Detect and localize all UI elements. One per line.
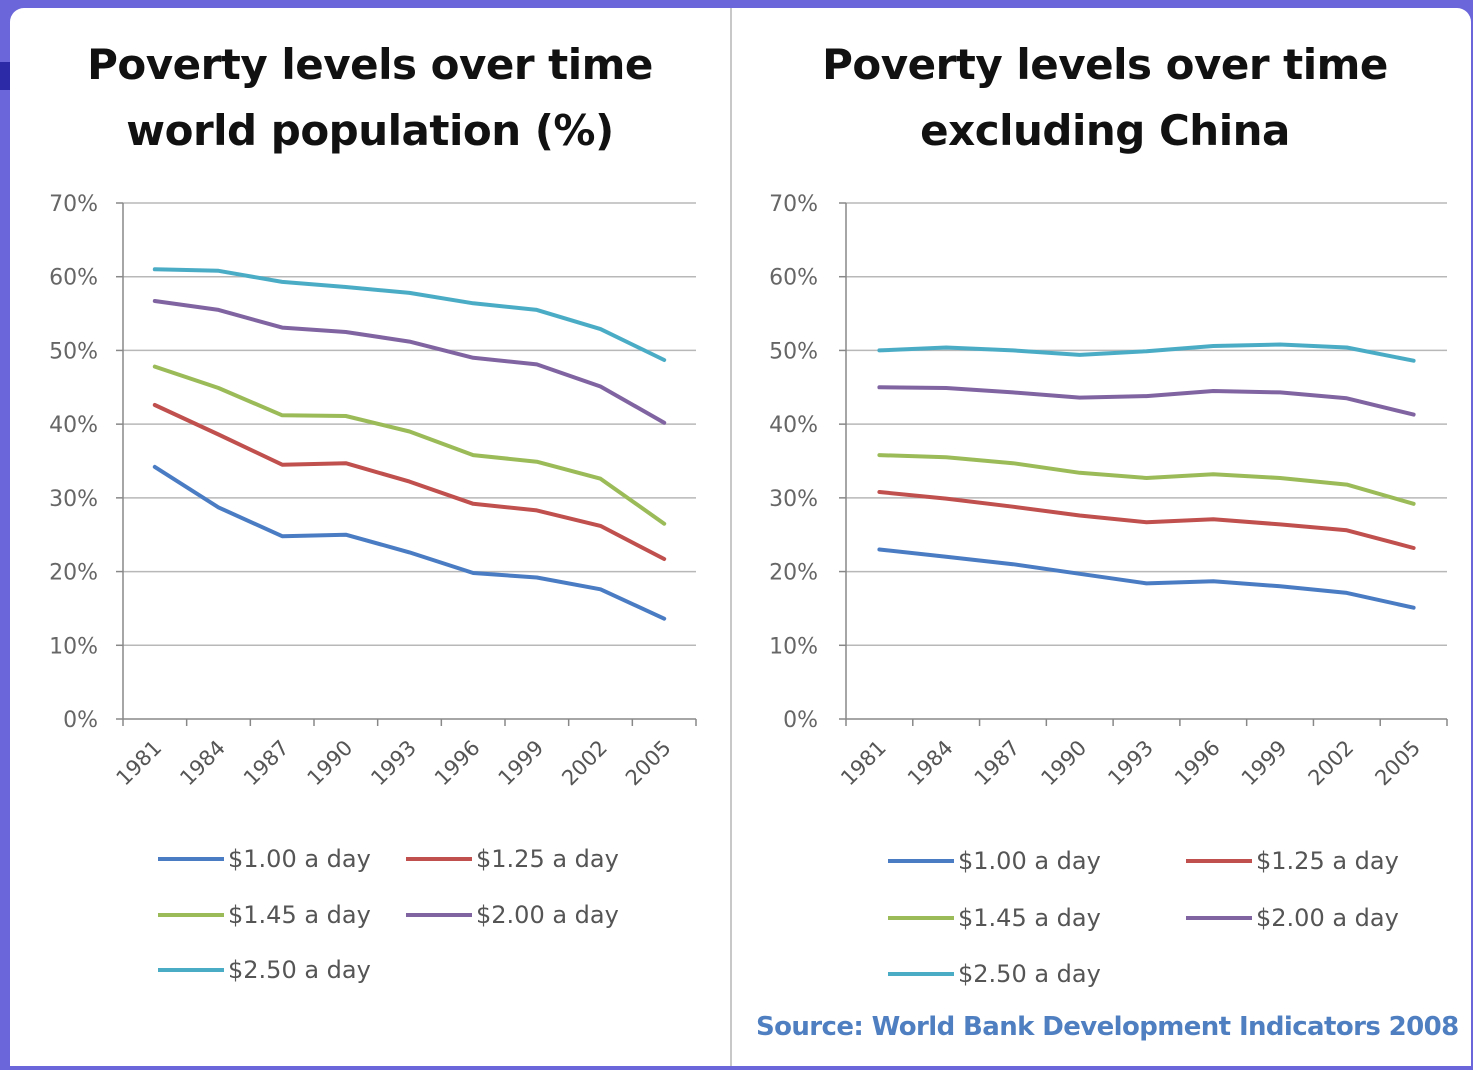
legend-label-world-4: $2.50 a day xyxy=(228,956,371,984)
y-tick-label-world-4: 40% xyxy=(49,413,98,438)
legend-item-world-0: $1.00 a day xyxy=(158,845,371,873)
legend-label-world-1: $1.25 a day xyxy=(476,845,619,873)
legend-swatch-world-2 xyxy=(158,913,224,917)
legend-swatch-excl-2 xyxy=(888,916,954,920)
x-tick-label-excl-2002: 2002 xyxy=(1304,736,1359,791)
x-tick-label-world-1981: 1981 xyxy=(112,736,167,791)
y-tick-label-excl-1: 10% xyxy=(769,634,818,659)
legend-label-excl-4: $2.50 a day xyxy=(958,960,1101,988)
legend-swatch-excl-3 xyxy=(1186,916,1252,920)
legend-label-world-3: $2.00 a day xyxy=(476,901,619,929)
legend-swatch-world-3 xyxy=(406,913,472,917)
y-tick-label-excl-4: 40% xyxy=(769,413,818,438)
x-tick-label-excl-1984: 1984 xyxy=(903,736,958,791)
legend-label-excl-2: $1.45 a day xyxy=(958,904,1101,932)
x-tick-label-world-1984: 1984 xyxy=(175,736,230,791)
legend-swatch-excl-1 xyxy=(1186,859,1252,863)
series-line-world-3 xyxy=(155,301,664,423)
series-line-excl-3 xyxy=(879,387,1413,414)
legend-swatch-world-4 xyxy=(158,968,224,972)
slide: Poverty levels over time world populatio… xyxy=(10,8,1471,1066)
legend-item-excl-2: $1.45 a day xyxy=(888,904,1101,932)
y-tick-label-excl-0: 0% xyxy=(783,708,818,733)
y-tick-label-world-1: 10% xyxy=(49,634,98,659)
legend-item-world-2: $1.45 a day xyxy=(158,901,371,929)
legend-item-excl-1: $1.25 a day xyxy=(1186,847,1399,875)
series-line-excl-4 xyxy=(879,345,1413,361)
legend-item-world-3: $2.00 a day xyxy=(406,901,619,929)
x-tick-label-world-1990: 1990 xyxy=(303,736,358,791)
x-tick-label-excl-1981: 1981 xyxy=(836,736,891,791)
series-line-world-0 xyxy=(155,467,664,619)
series-line-world-2 xyxy=(155,367,664,524)
legend-label-excl-1: $1.25 a day xyxy=(1256,847,1399,875)
x-tick-label-excl-1987: 1987 xyxy=(970,736,1025,791)
x-tick-label-world-1987: 1987 xyxy=(239,736,294,791)
legend-item-world-1: $1.25 a day xyxy=(406,845,619,873)
x-tick-label-world-1996: 1996 xyxy=(430,736,485,791)
y-tick-label-world-6: 60% xyxy=(49,266,98,291)
y-tick-label-excl-7: 70% xyxy=(769,192,818,217)
y-tick-label-excl-2: 20% xyxy=(769,561,818,586)
y-tick-label-world-5: 50% xyxy=(49,339,98,364)
legend-label-world-0: $1.00 a day xyxy=(228,845,371,873)
legend-swatch-excl-4 xyxy=(888,972,954,976)
x-tick-label-excl-2005: 2005 xyxy=(1370,736,1425,791)
legend-label-excl-3: $2.00 a day xyxy=(1256,904,1399,932)
x-tick-label-excl-1996: 1996 xyxy=(1170,736,1225,791)
series-line-excl-1 xyxy=(879,492,1413,548)
source-note: Source: World Bank Development Indicator… xyxy=(756,1012,1459,1042)
legend-item-world-4: $2.50 a day xyxy=(158,956,371,984)
series-line-excl-0 xyxy=(879,550,1413,608)
x-tick-label-excl-1999: 1999 xyxy=(1237,736,1292,791)
y-tick-label-world-2: 20% xyxy=(49,561,98,586)
legend-item-excl-4: $2.50 a day xyxy=(888,960,1101,988)
y-tick-label-world-3: 30% xyxy=(49,487,98,512)
x-tick-label-world-1999: 1999 xyxy=(494,736,549,791)
series-line-world-1 xyxy=(155,405,664,559)
x-tick-label-world-2002: 2002 xyxy=(557,736,612,791)
y-tick-label-excl-3: 30% xyxy=(769,487,818,512)
x-tick-label-excl-1993: 1993 xyxy=(1103,736,1158,791)
legend-label-world-2: $1.45 a day xyxy=(228,901,371,929)
x-tick-label-world-2005: 2005 xyxy=(621,736,676,791)
legend-swatch-excl-0 xyxy=(888,859,954,863)
legend-item-excl-0: $1.00 a day xyxy=(888,847,1101,875)
x-tick-label-world-1993: 1993 xyxy=(366,736,421,791)
series-line-excl-2 xyxy=(879,455,1413,504)
y-tick-label-world-7: 70% xyxy=(49,192,98,217)
legend-swatch-world-0 xyxy=(158,857,224,861)
x-tick-label-excl-1990: 1990 xyxy=(1036,736,1091,791)
legend-item-excl-3: $2.00 a day xyxy=(1186,904,1399,932)
legend-swatch-world-1 xyxy=(406,857,472,861)
legend-label-excl-0: $1.00 a day xyxy=(958,847,1101,875)
y-tick-label-excl-6: 60% xyxy=(769,266,818,291)
y-tick-label-excl-5: 50% xyxy=(769,339,818,364)
y-tick-label-world-0: 0% xyxy=(63,708,98,733)
